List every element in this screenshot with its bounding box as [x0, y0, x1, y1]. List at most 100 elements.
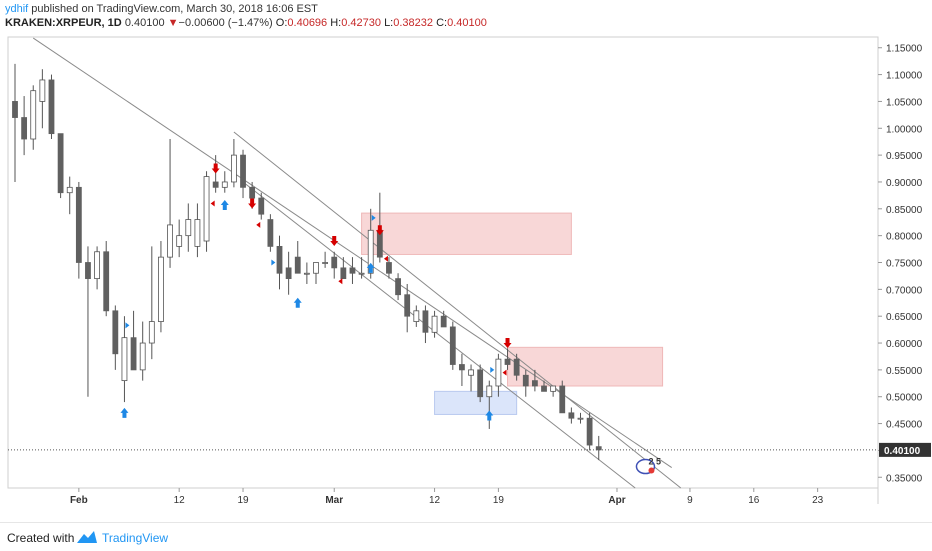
candle-down	[240, 154, 246, 188]
candle-down	[395, 278, 401, 296]
high-label: H:	[330, 17, 342, 29]
sell-flag-icon	[502, 369, 507, 376]
candle-down	[422, 310, 429, 333]
candles-layer	[12, 63, 602, 461]
price-tick-label: 0.75000	[886, 259, 923, 270]
candle-up	[221, 181, 228, 188]
candle-up	[203, 176, 210, 242]
buy-arrow-icon	[366, 262, 375, 273]
candle-up	[148, 321, 155, 344]
price-tick-label: 0.65000	[886, 312, 923, 323]
candle-up	[468, 369, 474, 376]
candle-up	[30, 90, 37, 140]
price-tick-label: 0.95000	[886, 151, 923, 162]
price-tick-label: 0.55000	[886, 366, 923, 377]
open-value: 0.40696	[287, 17, 328, 29]
change-value: −0.00600 (−1.47%)	[178, 17, 273, 29]
sell-flag-icon	[383, 255, 388, 262]
candle-down	[513, 358, 520, 376]
candle-up	[231, 154, 237, 183]
candle-down	[568, 412, 575, 419]
price-tick-label: 0.80000	[886, 232, 923, 243]
high-value: 0.42730	[341, 17, 381, 29]
candle-down	[112, 310, 119, 355]
candle-up	[486, 385, 493, 398]
plot-area[interactable]	[7, 36, 879, 489]
buy-flag-icon	[371, 214, 376, 221]
supply-zone[interactable]	[361, 212, 572, 255]
tradingview-logo-icon[interactable]	[76, 530, 98, 544]
candle-down	[130, 337, 137, 371]
footer: Created with TradingView	[0, 522, 932, 551]
sell-arrow-icon	[330, 236, 339, 247]
supply-zone[interactable]	[507, 346, 664, 387]
low-value: 0.38232	[393, 17, 434, 29]
candle-down	[103, 251, 110, 312]
candle-up	[577, 417, 584, 420]
buy-arrow-icon	[293, 297, 302, 308]
candle-up	[176, 235, 183, 247]
sell-flag-icon	[256, 221, 261, 228]
channel-trendline[interactable]	[242, 181, 636, 489]
candle-down	[276, 245, 283, 274]
price-tick-label: 0.35000	[886, 473, 923, 484]
last-price-tag	[879, 442, 931, 457]
time-tick-label: 12	[429, 495, 441, 506]
candle-down	[449, 326, 456, 365]
candle-down	[57, 133, 64, 194]
candle-up	[121, 337, 128, 382]
candle-down	[75, 186, 82, 263]
symbol-label[interactable]: KRAKEN:XRPEUR, 1D	[5, 17, 122, 29]
candle-up	[185, 219, 192, 237]
candle-up	[313, 262, 319, 274]
sell-flag-icon	[338, 278, 343, 285]
price-tick-label: 0.50000	[886, 393, 923, 404]
tradingview-brand-link[interactable]: TradingView	[102, 531, 169, 545]
candle-up	[322, 262, 329, 264]
candle-down	[531, 380, 538, 387]
author-link[interactable]: ydhif	[5, 3, 29, 15]
candle-up	[167, 224, 173, 258]
price-tick-label: 1.15000	[886, 44, 923, 55]
buy-arrow-icon	[120, 407, 129, 418]
candle-down	[459, 364, 465, 371]
candle-down	[85, 262, 91, 280]
candle-down	[440, 315, 447, 328]
price-tick-label: 0.60000	[886, 339, 923, 350]
time-axis[interactable]: Feb 12 19 Mar 12 19 Apr 9 16 23	[70, 488, 824, 506]
candle-down	[404, 294, 411, 317]
candle-up	[303, 272, 310, 275]
sell-arrow-icon	[248, 198, 257, 209]
candle-down	[522, 374, 529, 387]
last-price: 0.40100	[124, 17, 165, 29]
candle-down	[586, 417, 593, 446]
candle-up	[194, 219, 201, 247]
candle-up	[413, 310, 420, 322]
candle-down	[340, 267, 347, 280]
open-label: O:	[275, 17, 288, 29]
candle-down	[331, 256, 338, 269]
price-tick-label: 1.05000	[886, 97, 923, 108]
candle-down	[386, 262, 392, 274]
event-badge-label: 2 5	[648, 457, 661, 467]
price-axis[interactable]: 1.15000 1.10000 1.05000 1.00000 0.95000 0.900…	[878, 44, 923, 485]
time-tick-label: Apr	[608, 495, 625, 506]
event-badge-layer: 2 5	[635, 457, 661, 475]
price-tick-label: 0.45000	[886, 420, 923, 431]
candle-up	[495, 358, 502, 387]
close-label: C:	[436, 17, 448, 29]
candle-down	[349, 267, 356, 274]
demand-zone[interactable]	[434, 390, 518, 415]
buy-flag-icon	[125, 322, 130, 329]
sell-flag-icon	[210, 200, 215, 207]
time-tick-label: 19	[493, 495, 505, 506]
down-arrow-icon: ▼	[167, 17, 179, 29]
candle-down	[294, 256, 301, 274]
candle-down	[48, 79, 55, 135]
price-chart[interactable]: 1.15000 1.10000 1.05000 1.00000 0.95000 0.900…	[0, 34, 932, 522]
buy-flag-icon	[271, 259, 276, 266]
channel-trendline[interactable]	[233, 131, 682, 489]
candle-up	[367, 229, 374, 274]
trendlines-layer	[32, 37, 682, 489]
chart-header: ydhif published on TradingView.com, Marc…	[0, 0, 932, 34]
